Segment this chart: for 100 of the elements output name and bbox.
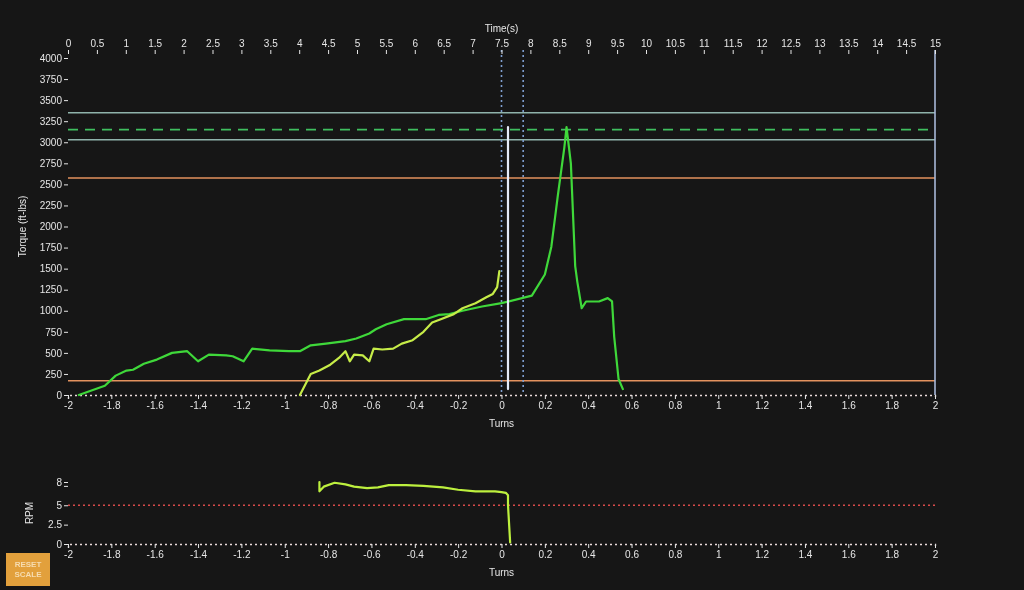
x2-tick-label: 3 bbox=[239, 38, 246, 49]
y-tick-label: 2500 bbox=[39, 179, 63, 191]
x2-tick-label: 2 bbox=[181, 38, 188, 49]
y-tick-label: 2000 bbox=[39, 221, 63, 233]
x-tick-label: 2 bbox=[932, 400, 939, 412]
y-tick-label: 8 bbox=[56, 476, 63, 488]
button: RESET SCALE bbox=[6, 553, 50, 586]
y-tick-label: 3250 bbox=[39, 115, 63, 127]
x-tick-label: -0.6 bbox=[363, 549, 381, 561]
y-tick-label: 0 bbox=[56, 389, 63, 401]
y-tick-label: 2250 bbox=[39, 200, 63, 212]
x2-tick-label: 2.5 bbox=[206, 38, 221, 49]
y-tick-label: 1000 bbox=[39, 305, 63, 317]
x-tick-label: 1.8 bbox=[885, 549, 900, 561]
x-tick-label: -1.8 bbox=[103, 400, 121, 412]
x-tick-label: -2 bbox=[64, 400, 74, 412]
x2-tick-label: 0 bbox=[65, 38, 72, 49]
x-tick-label: 1.8 bbox=[885, 400, 900, 412]
x2-tick-label: 14 bbox=[872, 38, 884, 49]
line-series bbox=[298, 270, 501, 397]
x2-tick-label: 4 bbox=[296, 38, 303, 49]
x-tick-label: -0.8 bbox=[319, 400, 338, 412]
x2-tick-label: 1 bbox=[123, 38, 130, 49]
x-axis-title: Turns bbox=[488, 418, 515, 429]
x2-tick-label: 12 bbox=[756, 38, 769, 49]
x2-tick-label: 11 bbox=[699, 38, 710, 49]
x-tick-label: -1.4 bbox=[189, 400, 208, 412]
y-tick-label: 5 bbox=[56, 499, 63, 511]
x2-tick-label: 3.5 bbox=[263, 38, 279, 49]
x-tick-label: -1.2 bbox=[233, 400, 251, 412]
y-tick-label: 4000 bbox=[39, 52, 63, 64]
line-series bbox=[318, 480, 512, 544]
x2-tick-label: 15 bbox=[929, 38, 942, 49]
x-tick-label: -0.2 bbox=[450, 549, 468, 561]
x2-tick-label: 5 bbox=[354, 38, 361, 49]
x-tick-label: 1.4 bbox=[798, 549, 813, 561]
x-tick-label: 0.4 bbox=[581, 400, 597, 412]
x-tick-label: 1.2 bbox=[755, 549, 770, 561]
y-tick-label: 0 bbox=[56, 538, 63, 550]
x-tick-label: 1.6 bbox=[841, 549, 857, 561]
x2-tick-label: 5.5 bbox=[379, 38, 394, 49]
x-tick-label: 1 bbox=[715, 400, 722, 412]
x-tick-label: -1 bbox=[280, 549, 291, 561]
x-tick-label: -1.8 bbox=[103, 549, 121, 561]
x2-tick-label: 6.5 bbox=[437, 38, 452, 49]
y-axis-title: RPM bbox=[24, 501, 35, 525]
x2-tick-label: 8 bbox=[528, 38, 535, 49]
x2-tick-label: 1.5 bbox=[148, 38, 163, 49]
x-tick-label: -0.8 bbox=[319, 549, 338, 561]
x-tick-label: -1.6 bbox=[146, 400, 165, 412]
y-tick-label: 500 bbox=[45, 347, 63, 359]
y-tick-label: 1500 bbox=[39, 263, 63, 275]
x2-tick-label: 9.5 bbox=[610, 38, 625, 49]
x-tick-label: 0.4 bbox=[581, 549, 597, 561]
x2-tick-label: 0.5 bbox=[90, 38, 105, 49]
y-tick-label: 1250 bbox=[39, 284, 63, 296]
x-tick-label: 2 bbox=[932, 549, 939, 561]
x-tick-label: -0.4 bbox=[406, 549, 425, 561]
x-tick-label: -1.2 bbox=[233, 549, 251, 561]
x2-tick-label: 12.5 bbox=[781, 38, 802, 49]
x2-tick-label: 8.5 bbox=[552, 38, 568, 49]
x-tick-label: -1.4 bbox=[189, 549, 208, 561]
x2-tick-label: 14.5 bbox=[896, 38, 917, 49]
x-tick-label: 0.6 bbox=[625, 400, 640, 412]
x2-tick-label: 11.5 bbox=[723, 38, 743, 49]
x2-tick-label: 7.5 bbox=[495, 38, 510, 49]
x-tick-label: 1.4 bbox=[798, 400, 813, 412]
y-tick-label: 250 bbox=[45, 368, 63, 380]
y-tick-label: 750 bbox=[45, 326, 63, 338]
x-axis-title: Turns bbox=[488, 567, 515, 578]
x-tick-label: 0.2 bbox=[538, 549, 553, 561]
y-tick-label: 3750 bbox=[39, 73, 63, 85]
x-tick-label: -0.6 bbox=[363, 400, 381, 412]
x-tick-label: -0.4 bbox=[406, 400, 425, 412]
y-tick-label: 2.5 bbox=[48, 519, 63, 531]
x2-tick-label: 7 bbox=[470, 38, 477, 49]
x-tick-label: -1.6 bbox=[146, 549, 165, 561]
x-tick-label: 0.8 bbox=[668, 400, 683, 412]
y-tick-label: 1750 bbox=[39, 242, 63, 254]
x2-tick-label: 4.5 bbox=[321, 38, 336, 49]
x-tick-label: 1.2 bbox=[755, 400, 770, 412]
x2-axis-title: Time(s) bbox=[484, 23, 519, 34]
x-tick-label: 1.6 bbox=[841, 400, 857, 412]
x2-tick-label: 6 bbox=[412, 38, 419, 49]
x-tick-label: 0.8 bbox=[668, 549, 683, 561]
x-tick-label: 0 bbox=[499, 400, 506, 412]
x2-tick-label: 13.5 bbox=[839, 38, 859, 49]
x2-tick-label: 10 bbox=[640, 38, 653, 49]
y-tick-label: 3500 bbox=[39, 94, 63, 106]
x-tick-label: -1 bbox=[280, 400, 291, 412]
x2-tick-label: 13 bbox=[814, 38, 826, 49]
y-axis-title: Torque (ft-lbs) bbox=[17, 195, 28, 258]
x2-tick-label: 10.5 bbox=[665, 38, 686, 49]
x-tick-label: 0.6 bbox=[625, 549, 640, 561]
x-tick-label: -2 bbox=[64, 549, 74, 561]
line-series bbox=[77, 125, 624, 397]
x-tick-label: 1 bbox=[715, 549, 722, 561]
y-tick-label: 3000 bbox=[39, 136, 63, 148]
y-tick-label: 2750 bbox=[39, 158, 63, 170]
x-tick-label: 0.2 bbox=[538, 400, 553, 412]
